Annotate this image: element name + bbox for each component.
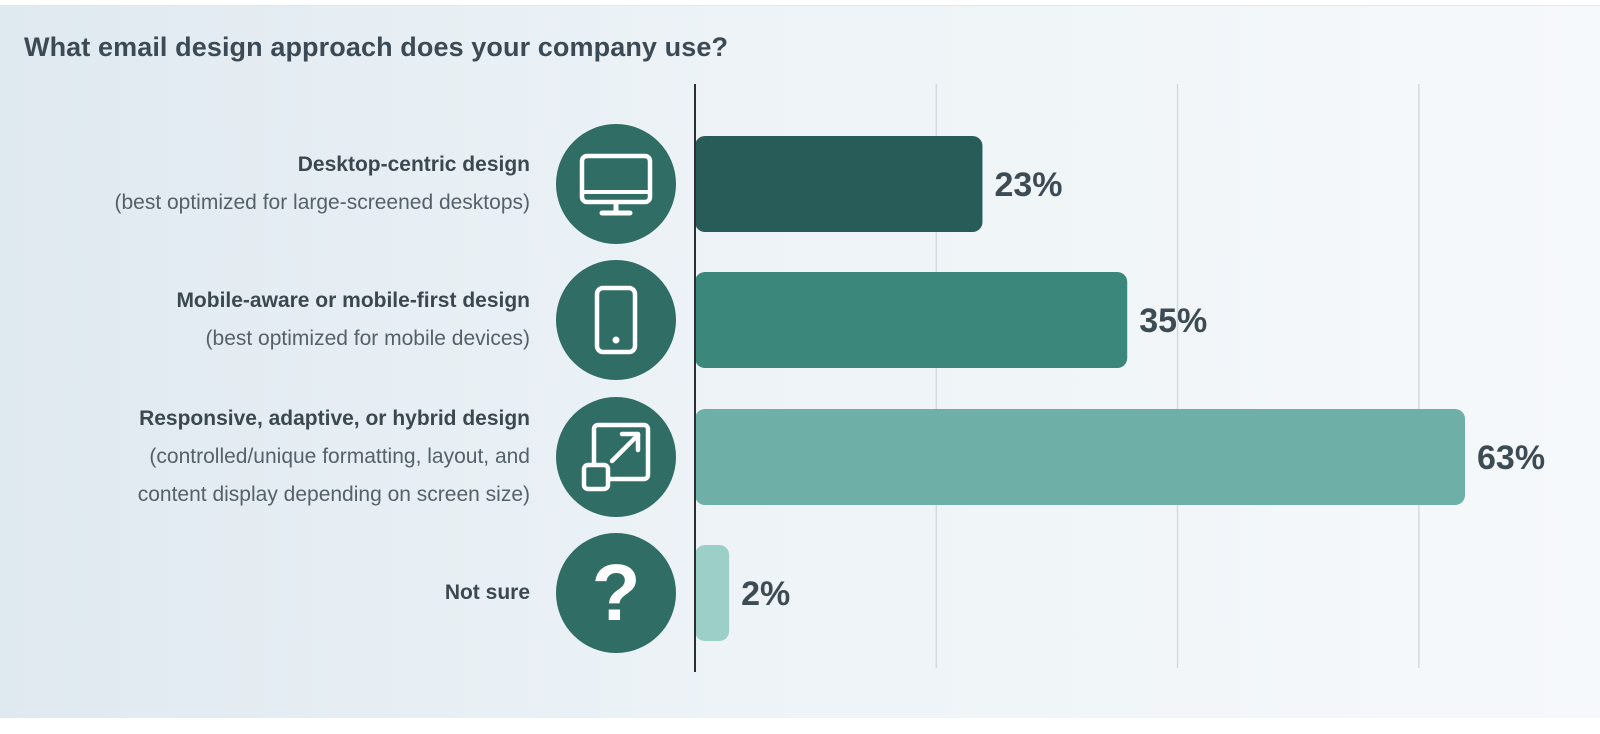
- bar: [695, 409, 1465, 505]
- chart-title: What email design approach does your com…: [24, 32, 729, 62]
- svg-text:?: ?: [592, 548, 641, 637]
- category-subtitle: (best optimized for large-screened deskt…: [114, 191, 530, 214]
- value-label: 2%: [741, 575, 790, 613]
- category-icons: ?: [556, 124, 676, 653]
- value-labels: 23% 35% 63% 2%: [741, 166, 1545, 613]
- category-title: Mobile-aware or mobile-first design: [176, 289, 530, 312]
- mobile-phone-icon: [556, 260, 676, 380]
- value-label: 63%: [1477, 439, 1545, 477]
- category-subtitle: content display depending on screen size…: [137, 483, 530, 506]
- bar: [695, 545, 730, 641]
- category-subtitle: (controlled/unique formatting, layout, a…: [149, 445, 530, 468]
- value-label: 35%: [1139, 302, 1207, 340]
- bars: [695, 136, 1465, 641]
- category-title: Responsive, adaptive, or hybrid design: [139, 407, 530, 430]
- value-label: 23%: [994, 166, 1062, 204]
- category-label: Mobile-aware or mobile-first design (best…: [176, 282, 530, 358]
- category-label: Responsive, adaptive, or hybrid design (c…: [138, 400, 530, 514]
- resize-expand-icon: [556, 397, 676, 517]
- bar-chart: 23% 35% 63% 2% ?: [556, 84, 1545, 672]
- question-mark-icon: ?: [556, 533, 676, 653]
- category-label: Desktop-centric design (best optimized fo…: [114, 146, 530, 222]
- bar: [695, 272, 1128, 368]
- chart-frame: What email design approach does your com…: [0, 5, 1600, 718]
- category-subtitle: (best optimized for mobile devices): [205, 327, 530, 350]
- category-label: Not sure: [445, 574, 530, 612]
- bar: [695, 136, 983, 232]
- desktop-monitor-icon: [556, 124, 676, 244]
- category-title: Desktop-centric design: [297, 153, 530, 176]
- category-title: Not sure: [444, 581, 530, 604]
